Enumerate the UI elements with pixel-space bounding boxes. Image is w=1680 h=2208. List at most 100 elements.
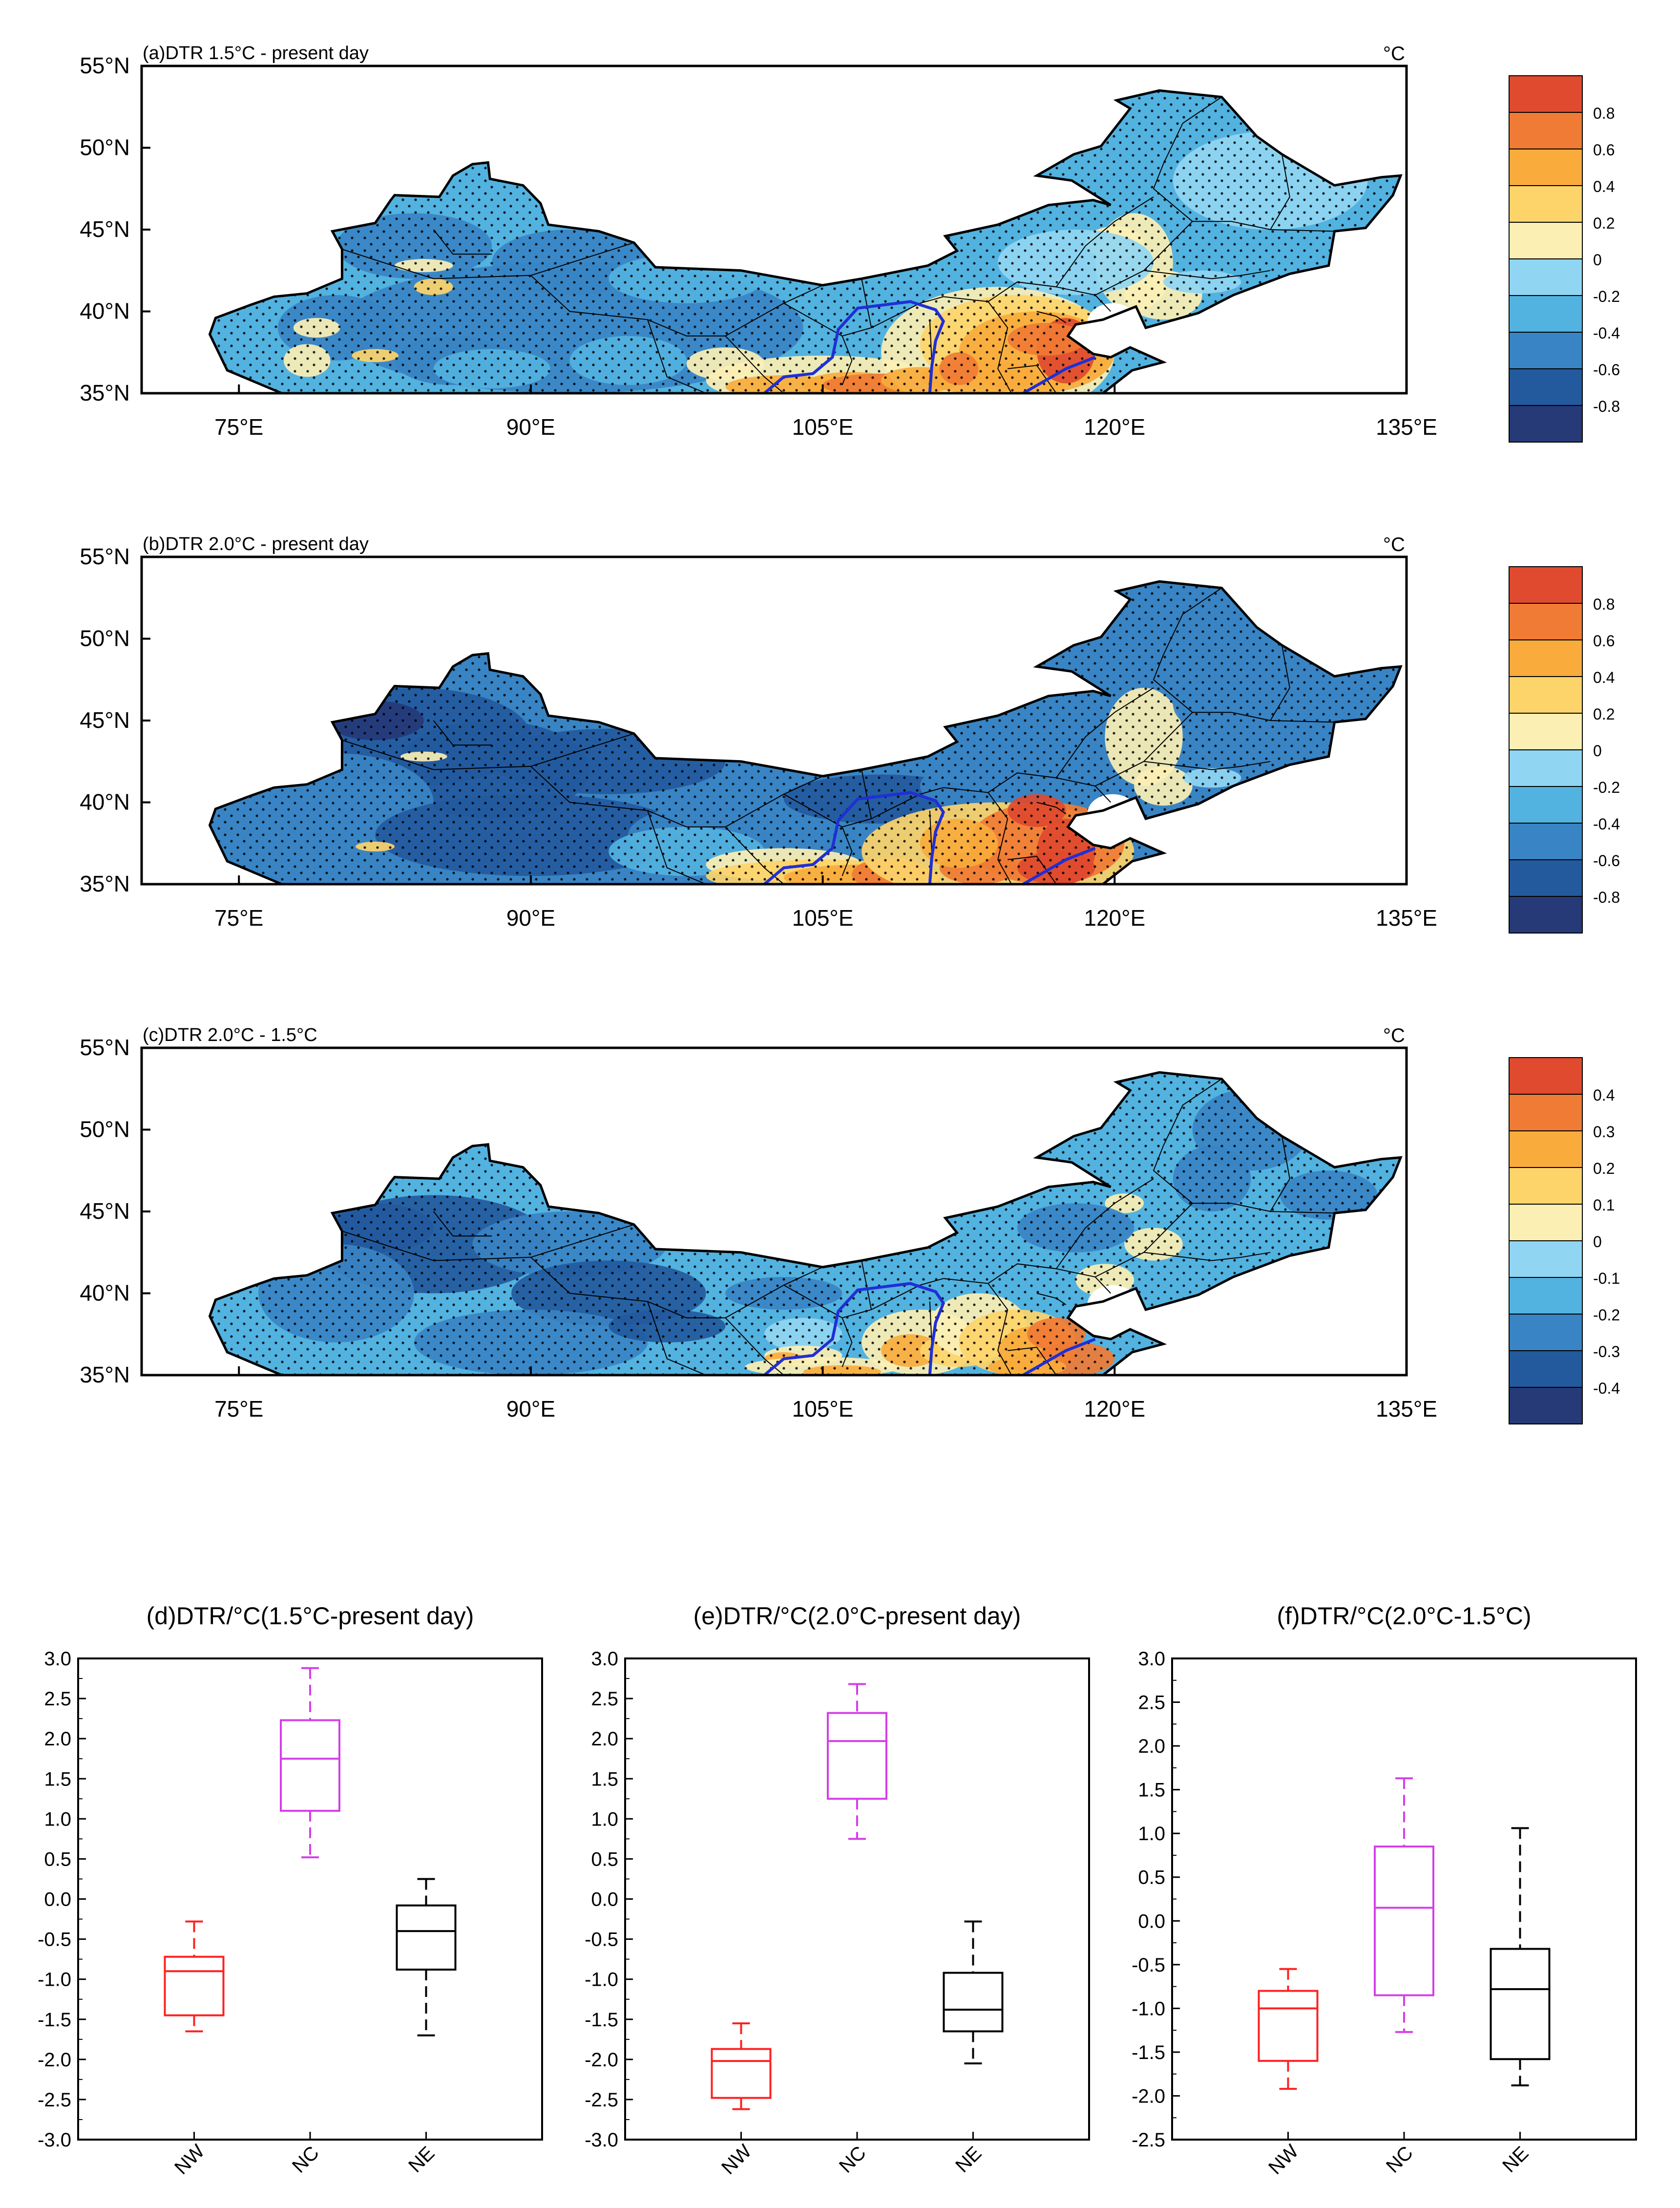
colorbar-label: -0.4 [1593,324,1620,342]
colorbar-label: 0.4 [1593,1086,1615,1104]
province-boundary [1008,364,1057,394]
province-boundary [647,810,706,884]
colorbar: 0.8 0.6 0.4 0.2 0 -0.2 -0.4 -0.6 -0.8 [1509,75,1620,443]
province-boundary [1036,1293,1067,1305]
y-tick-label: -2.5 [38,2089,71,2111]
province-boundary [725,827,784,884]
province-boundary [1153,587,1222,713]
province-boundary [943,1278,1012,1375]
y-tick-label: 2.0 [44,1728,71,1750]
province-boundary [1055,1178,1154,1269]
province-boundary [1143,270,1271,279]
colorbar-label: -0.6 [1593,852,1620,870]
colorbar-label: -0.1 [1593,1270,1620,1287]
colorbar-swatch [1509,786,1583,824]
colorbar-swatch [1509,1130,1583,1168]
lon-tick-label: 135°E [1376,1396,1437,1422]
box-iqr [164,1955,225,2017]
lon-tick-label: 105°E [792,905,854,931]
colorbar-label: 0.8 [1593,105,1615,122]
province-boundary [783,302,853,385]
colorbar-swatch [1509,676,1583,714]
map-title: (a)DTR 1.5°C - present day [143,43,369,64]
colorbar: 0.8 0.6 0.4 0.2 0 -0.2 -0.4 -0.6 -0.8 [1509,566,1620,934]
colorbar-swatch [1509,1057,1583,1095]
y-tick-label: 2.5 [44,1688,71,1710]
province-boundary [342,733,634,770]
colorbar-swatch [1509,603,1583,640]
province-boundary [1008,1346,1057,1375]
box-iqr [1490,1948,1551,2060]
y-tick-label: 2.5 [591,1688,618,1710]
region-boundary [763,1282,945,1377]
box-NE [1490,1827,1551,2086]
lon-tick-label: 120°E [1084,1396,1145,1422]
lon-tick-label: 135°E [1376,414,1437,440]
y-tick-label: 0.5 [44,1848,71,1870]
y-tick-label: 1.5 [1138,1780,1165,1801]
colorbar-swatch [1509,332,1583,369]
y-tick-label: -1.5 [585,2009,618,2031]
lon-tick-label: 75°E [214,1396,263,1422]
lat-tick-label: 45°N [80,1198,130,1224]
colorbar-label: -0.6 [1593,361,1620,379]
province-boundary [1036,802,1067,814]
lon-tick-label: 90°E [506,905,555,931]
boxplot-title: (f)DTR/°C(2.0°C-1.5°C) [1277,1602,1531,1630]
lat-tick-label: 40°N [80,1280,130,1306]
y-tick-label: 2.5 [1138,1692,1165,1714]
province-boundary [1270,1136,1290,1212]
map-unit: °C [1383,43,1405,64]
y-tick-label: 3.0 [591,1648,618,1670]
box-iqr [396,1904,457,1971]
province-boundary [842,296,944,337]
province-boundary [1095,221,1232,296]
colorbar-label: 0.2 [1593,1160,1615,1177]
colorbar-swatch [1509,295,1583,333]
map-outline [208,580,1403,886]
y-tick-label: -0.5 [585,1929,618,1951]
lat-tick-label: 50°N [80,1117,130,1142]
y-tick-label: 0.5 [591,1848,618,1870]
lon-tick-label: 120°E [1084,414,1145,440]
y-tick-label: -2.5 [585,2089,618,2111]
lon-tick-label: 75°E [214,905,263,931]
province-boundary [433,229,492,255]
lat-tick-label: 45°N [80,216,130,242]
y-tick-label: -1.5 [1132,2042,1165,2063]
region-boundary [1022,1338,1096,1377]
colorbar-swatch [1509,368,1583,406]
box-NW [164,1920,225,2033]
province-boundary [1270,154,1290,230]
province-boundary [943,787,1012,884]
y-tick-label: -1.0 [585,1969,618,1991]
colorbar-label: 0.8 [1593,595,1615,613]
colorbar-swatch [1509,258,1583,296]
box-iqr [1374,1846,1434,1996]
province-boundary [1008,855,1057,884]
province-boundary [1055,196,1154,287]
colorbar-swatch [1509,749,1583,787]
region-boundary [1022,847,1096,886]
y-tick-label: -2.0 [585,2049,618,2071]
province-boundary [1055,687,1154,778]
y-tick-label: 1.5 [44,1768,71,1790]
colorbar-label: -0.3 [1593,1343,1620,1360]
colorbar-label: 0.1 [1593,1196,1615,1214]
boxplot-title: (d)DTR/°C(1.5°C-present day) [147,1602,474,1630]
box-NC [827,1683,887,1840]
lon-tick-label: 135°E [1376,905,1437,931]
colorbar-label: -0.4 [1593,815,1620,833]
colorbar-label: -0.2 [1593,288,1620,305]
map-title: (c)DTR 2.0°C - 1.5°C [143,1025,317,1045]
y-tick-label: 3.0 [44,1648,71,1670]
box-NE [943,1920,1004,2065]
colorbar-swatch [1509,639,1583,677]
colorbar-label: 0.2 [1593,214,1615,232]
colorbar-label: -0.4 [1593,1380,1620,1397]
colorbar-swatch [1509,222,1583,259]
province-boundary [1095,1203,1232,1277]
box-iqr [711,2048,772,2099]
y-tick-label: 2.0 [1138,1736,1165,1757]
